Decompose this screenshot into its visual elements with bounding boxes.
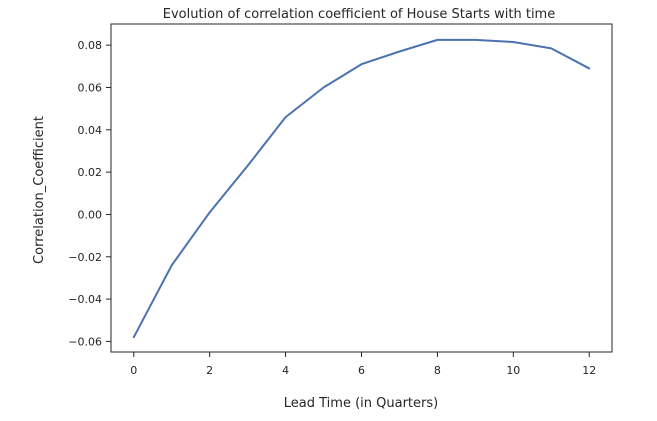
y-tick-label: 0.04 (78, 124, 103, 137)
y-tick-label: −0.04 (68, 293, 102, 306)
x-axis-label: Lead Time (in Quarters) (284, 396, 438, 411)
y-tick-label: 0.00 (78, 208, 103, 221)
x-tick-label: 12 (582, 364, 596, 377)
chart-title: Evolution of correlation coefficient of … (163, 7, 555, 22)
y-axis-label: Correlation_Coefficient (32, 116, 47, 264)
y-tick-label: −0.06 (68, 335, 102, 348)
series-layer (132, 38, 591, 339)
x-tick-label: 10 (506, 364, 520, 377)
x-tick-label: 6 (358, 364, 365, 377)
x-axis-ticks: 0 2 4 6 8 10 12 (130, 352, 596, 377)
y-tick-label: 0.06 (78, 81, 103, 94)
y-tick-label: −0.02 (68, 251, 102, 264)
series-line (132, 38, 591, 339)
plot-area-frame (110, 23, 613, 353)
y-axis-ticks: −0.06 −0.04 −0.02 0.00 0.02 0.04 0.06 0.08 (68, 39, 111, 348)
y-tick-label: 0.02 (78, 166, 103, 179)
y-tick-label: 0.08 (78, 39, 103, 52)
x-tick-label: 0 (130, 364, 137, 377)
x-tick-label: 4 (282, 364, 289, 377)
x-tick-label: 8 (434, 364, 441, 377)
x-tick-label: 2 (206, 364, 213, 377)
